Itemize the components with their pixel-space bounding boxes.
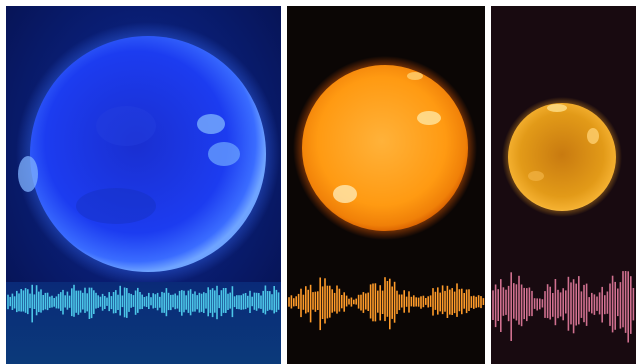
blue-sun-active-regions [18, 106, 240, 224]
gold-sun-disk [508, 103, 616, 211]
orange-sun-active-regions [333, 72, 441, 203]
blue-sun-panel [6, 6, 281, 364]
blue-sun-svg [6, 6, 281, 364]
gold-audio-waveform [492, 271, 635, 343]
orange-sun-svg [287, 6, 485, 364]
orange-audio-waveform [288, 277, 485, 331]
orange-sun-panel [287, 6, 485, 364]
gold-sun-panel [491, 6, 636, 364]
gold-sun-svg [491, 6, 636, 364]
blue-audio-waveform [7, 284, 280, 323]
orange-sun-disk [302, 65, 468, 231]
blue-wave-background [6, 282, 281, 364]
blue-sun-disk [30, 36, 266, 272]
gold-sun-active-regions [528, 104, 599, 181]
